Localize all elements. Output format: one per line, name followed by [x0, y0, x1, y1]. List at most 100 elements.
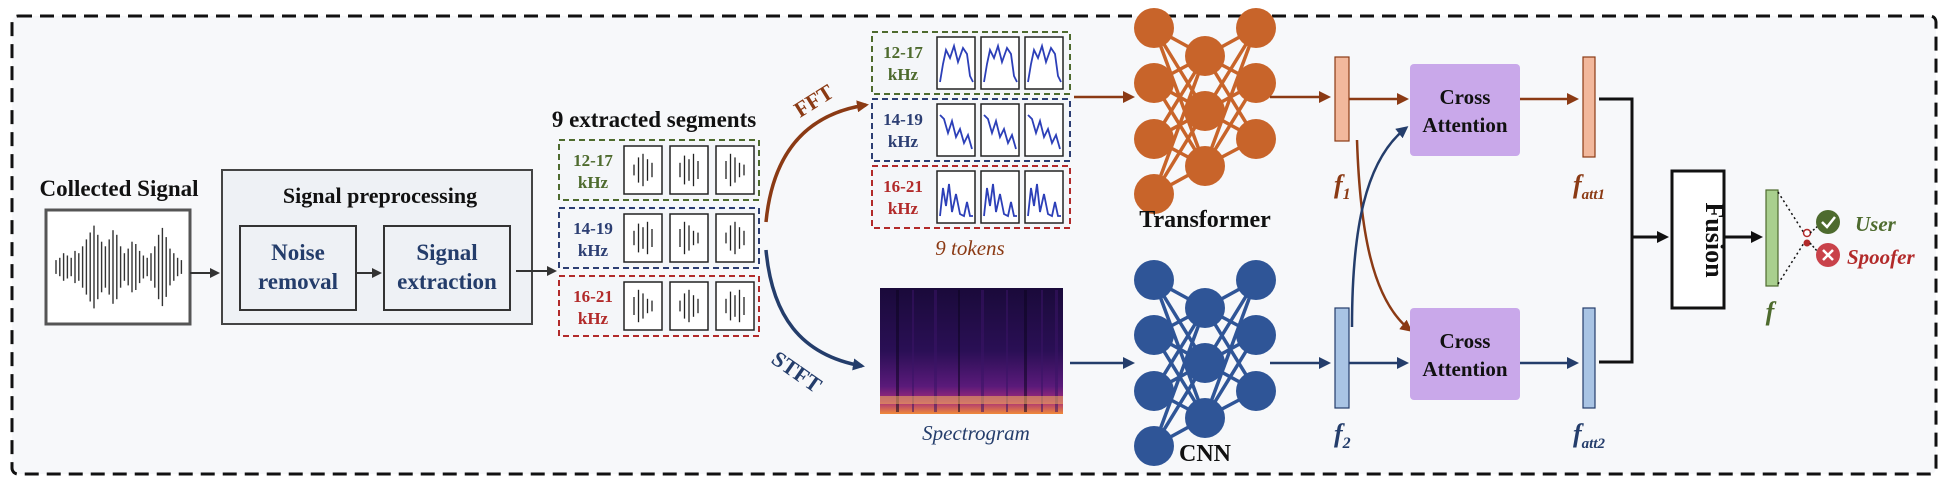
stft-arrow — [764, 249, 865, 371]
cross-attention-1 — [1410, 64, 1520, 156]
check-icon — [1816, 210, 1840, 234]
net-node — [1236, 371, 1276, 411]
net-node — [1236, 119, 1276, 159]
f-vector — [1765, 189, 1779, 287]
noise-removal-box — [239, 225, 357, 311]
net-node — [1185, 343, 1225, 383]
token-thumbnail — [936, 103, 976, 157]
f1-label: f1 — [1334, 170, 1351, 203]
classifier-node-user — [1802, 228, 1812, 238]
token-thumbnail — [980, 170, 1020, 224]
spectrogram-streak — [1055, 290, 1058, 412]
classifier-link-bottom — [1777, 242, 1805, 285]
fft-arrow — [764, 100, 869, 223]
segments-title: 9 extracted segments — [552, 107, 756, 132]
fatt1-label: fatt1 — [1573, 170, 1605, 203]
spoofer-label: Spoofer — [1847, 245, 1915, 269]
cnn-network — [1134, 260, 1276, 466]
signal-extraction-box — [383, 225, 511, 311]
classifier-link-top — [1777, 191, 1805, 234]
token-band-label-line1: 12-17 — [883, 43, 923, 62]
token-spectrum-line — [983, 42, 1018, 83]
classifier-node-spoofer — [1803, 239, 1811, 247]
token-thumbnail — [1024, 103, 1064, 157]
net-edge — [1203, 27, 1258, 167]
collected-waveform — [55, 225, 183, 309]
collected-signal-title: Collected Signal — [39, 176, 198, 201]
net-node — [1185, 398, 1225, 438]
token-spectrum-line — [983, 183, 1017, 218]
net-node — [1185, 288, 1225, 328]
spectrogram-streak — [1024, 290, 1027, 412]
tokens-label: 9 tokens — [935, 236, 1004, 260]
fatt2-vector — [1582, 307, 1596, 409]
segment-band-label-line1: 14-19 — [573, 219, 613, 238]
transformer-label: Transformer — [1139, 207, 1271, 233]
net-node — [1185, 36, 1225, 76]
token-spectrum-line — [1027, 114, 1061, 150]
spectrogram-streak — [981, 290, 984, 412]
net-node — [1134, 315, 1174, 355]
token-band-label-line1: 14-19 — [883, 110, 923, 129]
net-edge — [1152, 307, 1207, 447]
noise-removal-label-1: Noise — [271, 240, 325, 265]
f1-vector — [1334, 56, 1350, 142]
tokens-group: 12-17 kHz 14-19 kHz 16-21 kHz — [871, 31, 1071, 229]
spectrogram-streaks — [880, 290, 1063, 412]
cross-attention-1-line2: Attention — [1422, 113, 1507, 137]
noise-removal-label-2: removal — [258, 269, 338, 294]
spectrogram-streak — [896, 290, 899, 412]
net-node — [1134, 63, 1174, 103]
segments-group: 12-17 kHz 14-19 kHz 16-21 kHz — [558, 139, 760, 337]
net-node — [1134, 174, 1174, 214]
connector-fatt1-to-fusion — [1599, 97, 1634, 237]
arrow-f1-cross-to-attention2 — [1355, 139, 1413, 332]
cross-icon — [1816, 243, 1840, 267]
spectrogram-streak — [958, 290, 960, 412]
transformer-network — [1134, 8, 1276, 214]
spectrogram-streak — [934, 290, 937, 412]
fusion-box — [1670, 169, 1726, 310]
net-edge — [1152, 55, 1207, 195]
f-label: f — [1766, 297, 1777, 326]
token-band-label-line2: kHz — [888, 65, 919, 84]
token-spectrum-line — [939, 114, 973, 150]
net-node — [1134, 8, 1174, 48]
net-edge — [1203, 279, 1258, 419]
segment-band-label-line1: 16-21 — [573, 287, 613, 306]
token-spectrum-line — [939, 42, 974, 83]
segment-band-label-line2: kHz — [578, 309, 609, 328]
token-thumbnail — [980, 103, 1020, 157]
spectrogram-label: Spectrogram — [922, 421, 1030, 445]
net-node — [1185, 146, 1225, 186]
cross-attention-2-line2: Attention — [1422, 357, 1507, 381]
cross-attention-1-line1: Cross — [1440, 85, 1491, 109]
f2-label: f2 — [1334, 419, 1351, 452]
fatt2-label: fatt2 — [1573, 419, 1606, 452]
segment-band-label-line2: kHz — [578, 241, 609, 260]
token-band-label-line1: 16-21 — [883, 177, 923, 196]
user-label: User — [1855, 212, 1897, 236]
connector-fatt2-to-fusion — [1599, 237, 1634, 364]
net-node — [1134, 426, 1174, 466]
net-node — [1236, 63, 1276, 103]
spectrogram-image — [880, 288, 1063, 414]
net-node — [1185, 91, 1225, 131]
classifier-link-user — [1809, 225, 1819, 234]
cross-attention-2-line1: Cross — [1440, 329, 1491, 353]
cross-attention-2 — [1410, 308, 1520, 400]
signal-extraction-label-2: extraction — [397, 269, 497, 294]
signal-extraction-label-1: Signal — [416, 240, 477, 265]
fatt1-vector — [1582, 56, 1596, 158]
spectrogram-streak — [1006, 290, 1008, 412]
net-node — [1236, 315, 1276, 355]
token-spectrum-line — [983, 114, 1017, 150]
preprocessing-title: Signal preprocessing — [283, 183, 477, 208]
fusion-label: Fusion — [1700, 202, 1729, 278]
token-spectrum-line — [939, 183, 973, 218]
net-node — [1236, 260, 1276, 300]
token-spectrum-line — [1027, 42, 1062, 83]
token-band-label-line2: kHz — [888, 199, 919, 218]
net-node — [1134, 119, 1174, 159]
